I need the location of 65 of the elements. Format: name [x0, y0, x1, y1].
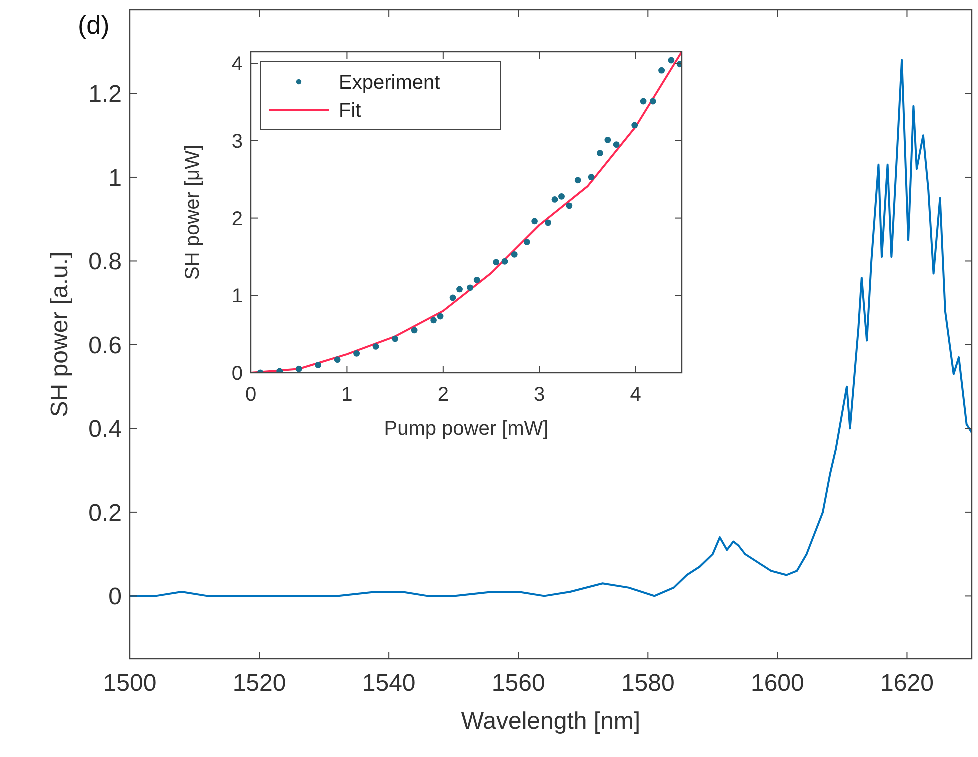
x-tick-label: 2 [438, 384, 449, 406]
y-tick-label: 1 [232, 286, 243, 308]
point [632, 122, 638, 129]
x-tick-label: 1540 [362, 670, 416, 697]
x-tick-label: 1620 [880, 670, 934, 697]
x-tick-label: 4 [630, 384, 642, 406]
x-tick-label: 1600 [750, 670, 804, 697]
y-tick-label: 0.6 [88, 332, 122, 360]
x-tick-label: 1560 [492, 670, 546, 697]
point [552, 196, 558, 203]
point [532, 218, 538, 225]
y-tick-label: 0 [108, 584, 122, 611]
point [467, 284, 474, 292]
point [597, 150, 604, 157]
y-tick-label: 0 [232, 363, 243, 385]
point [392, 336, 399, 342]
point [658, 67, 665, 74]
point [502, 258, 508, 265]
legend-label: Fit [339, 100, 362, 122]
x-tick-label: 1500 [103, 670, 157, 697]
point [354, 350, 360, 357]
y-tick-label: 3 [232, 130, 243, 153]
point [566, 202, 573, 210]
point [558, 193, 565, 200]
point [334, 356, 341, 364]
point [411, 327, 418, 334]
point [588, 174, 595, 181]
x-tick-label: 1580 [621, 670, 675, 697]
point [456, 286, 463, 293]
point [437, 313, 444, 320]
legend-label: Experiment [339, 72, 441, 94]
y-tick-label: 2 [232, 208, 243, 230]
point [450, 294, 456, 302]
x-tick-label: 1520 [232, 670, 286, 697]
point [430, 317, 437, 324]
x-axis-title: Wavelength [nm] [461, 708, 641, 735]
line-series [251, 52, 682, 373]
y-tick-label: 1.2 [88, 81, 122, 108]
point [668, 57, 675, 64]
x-tick-label: 0 [245, 384, 257, 406]
point [604, 136, 612, 144]
point [276, 368, 284, 373]
point [524, 239, 530, 246]
point [650, 98, 656, 105]
x-tick-label: 3 [534, 384, 546, 406]
point [372, 344, 380, 350]
x-tick-label: 1 [342, 384, 353, 406]
y-tick-label: 1 [108, 164, 122, 192]
y-tick-label: 0.2 [88, 500, 122, 527]
point [474, 276, 480, 284]
point [296, 366, 302, 372]
y-tick-label: 0.4 [88, 416, 122, 444]
y-tick-label: 4 [232, 54, 243, 76]
point [493, 259, 500, 266]
chart-title: (d) [78, 10, 110, 40]
point [574, 177, 582, 184]
y-tick-label: 0.8 [88, 248, 122, 276]
y-axis-title: SH power [μW] [182, 145, 204, 280]
point [640, 98, 647, 105]
point [511, 251, 518, 258]
point [613, 142, 620, 148]
y-axis-title: SH power [a.u.] [46, 252, 74, 418]
x-axis-title: Pump power [mW] [384, 418, 549, 440]
point [315, 362, 322, 368]
point [545, 220, 552, 226]
